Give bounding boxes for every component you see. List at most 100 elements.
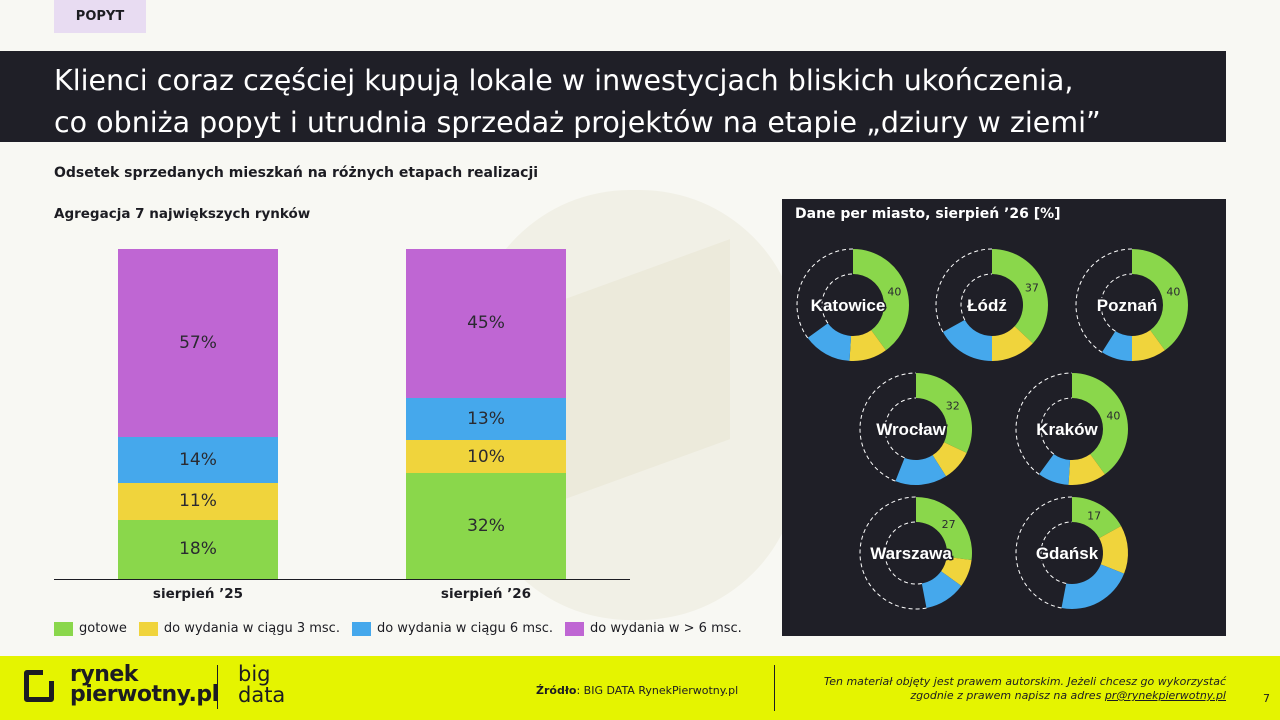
donut-remainder-outline xyxy=(884,521,922,585)
donut-remainder-outline xyxy=(859,496,927,610)
donut-Warszawa: 27 Warszawa xyxy=(859,496,972,610)
donut-remainder-outline xyxy=(1015,496,1073,609)
donut-slice-3 xyxy=(942,319,992,361)
source-text: : BIG DATA RynekPierwotny.pl xyxy=(576,684,739,697)
donut-remainder-outline xyxy=(1100,273,1133,332)
donut-remainder-outline xyxy=(935,248,993,333)
donut-remainder-outline xyxy=(960,273,993,321)
legend-item-1: gotowe xyxy=(54,621,127,636)
bar-segment-1-cat-1: 18% xyxy=(118,519,278,579)
donut-slice-3 xyxy=(895,455,947,485)
city-name-label: Wrocław xyxy=(876,420,946,439)
donut-value-label: 17 xyxy=(1087,510,1101,523)
donut-Łódź: 37 Łódź xyxy=(935,248,1048,361)
donut-slice-1 xyxy=(916,373,972,453)
bar-segment-3-cat-1: 14% xyxy=(118,437,278,484)
legend-swatch xyxy=(351,621,371,636)
donut-remainder-outline xyxy=(859,372,917,482)
donut-slice-1 xyxy=(1132,249,1188,351)
footer xyxy=(0,656,1280,720)
bar-segment-1-cat-2: 32% xyxy=(406,473,566,579)
donut-value-label: 40 xyxy=(887,286,901,299)
legend-swatch xyxy=(138,621,158,636)
donut-value-label: 27 xyxy=(942,518,956,531)
donut-remainder-outline xyxy=(1040,521,1073,584)
legend-item-2: do wydania w ciągu 3 msc. xyxy=(138,621,340,636)
donut-value-label: 37 xyxy=(1025,282,1039,295)
copyright-line-1: Ten materiał objęty jest prawem autorski… xyxy=(823,675,1226,688)
title-line-2: co obniża popyt i utrudnia sprzedaż proj… xyxy=(54,106,1101,139)
big-data-logo-line-1: big xyxy=(238,662,271,686)
donut-value-label: 40 xyxy=(1106,410,1120,423)
donut-remainder-outline xyxy=(1015,372,1073,475)
donut-slice-3 xyxy=(807,323,852,361)
section-tag: POPYT xyxy=(54,0,146,33)
donut-slice-2 xyxy=(992,326,1033,361)
donut-slice-2 xyxy=(1068,454,1105,485)
donut-Gdańsk: 17 Gdańsk xyxy=(1015,496,1128,609)
donut-slice-3 xyxy=(1039,454,1071,485)
city-name-label: Łódź xyxy=(967,296,1007,315)
donut-slice-2 xyxy=(1132,330,1165,361)
x-tick-label-2: sierpień ’26 xyxy=(440,586,532,602)
donut-remainder-outline xyxy=(796,248,854,339)
legend-item-4: do wydania w > 6 msc. xyxy=(565,621,742,636)
copyright-note: Ten materiał objęty jest prawem autorski… xyxy=(824,675,1226,703)
legend-label: gotowe xyxy=(79,621,127,636)
donut-slice-3 xyxy=(921,571,962,609)
x-axis-line xyxy=(54,579,630,580)
title-line-1: Klienci coraz częściej kupują lokale w i… xyxy=(54,64,1074,97)
donut-slice-1 xyxy=(916,497,972,561)
city-panel: Dane per miasto, sierpień ’26 [%] 40 Kato… xyxy=(782,199,1226,636)
donut-slice-2 xyxy=(941,556,972,586)
donut-slice-2 xyxy=(932,442,967,477)
bar-segment-4-cat-1: 57% xyxy=(118,249,278,438)
city-name-label: Poznań xyxy=(1097,296,1157,315)
donut-slice-2 xyxy=(1099,526,1128,574)
donut-slice-3 xyxy=(1101,331,1132,361)
legend-label: do wydania w > 6 msc. xyxy=(590,621,742,636)
chart-legend: gotowe do wydania w ciągu 3 msc. do wydani… xyxy=(54,621,754,636)
bar-segment-4-cat-2: 45% xyxy=(406,249,566,398)
donut-remainder-outline xyxy=(884,397,917,459)
footer-divider-2 xyxy=(774,665,775,711)
legend-item-3: do wydania w ciągu 6 msc. xyxy=(351,621,553,636)
donut-slice-1 xyxy=(1072,497,1122,539)
donut-remainder-outline xyxy=(1075,248,1133,353)
donut-value-label: 40 xyxy=(1166,286,1180,299)
bar-segment-2-cat-1: 11% xyxy=(118,483,278,520)
bar-segment-2-cat-2: 10% xyxy=(406,440,566,474)
donut-value-label: 32 xyxy=(946,400,960,413)
donut-remainder-outline xyxy=(1040,397,1073,455)
donut-slice-3 xyxy=(1061,564,1125,609)
donut-slice-2 xyxy=(849,330,886,361)
donut-Poznań: 40 Poznań xyxy=(1075,248,1188,361)
contact-email-link[interactable]: pr@rynekpierwotny.pl xyxy=(1104,689,1226,702)
brand-name-line-2: pierwotny.pl xyxy=(70,682,219,707)
bar-segment-3-cat-2: 13% xyxy=(406,397,566,441)
city-name-label: Gdańsk xyxy=(1036,544,1099,563)
source-label: Źródło xyxy=(536,684,577,697)
legend-label: do wydania w ciągu 3 msc. xyxy=(163,621,340,636)
footer-divider xyxy=(217,665,218,709)
city-name-label: Warszawa xyxy=(870,544,952,563)
city-panel-title: Dane per miasto, sierpień ’26 [%] xyxy=(795,206,1061,222)
page-title: Klienci coraz częściej kupują lokale w i… xyxy=(0,51,1226,142)
x-tick-label-1: sierpień ’25 xyxy=(152,586,244,602)
big-data-logo-line-2: data xyxy=(238,683,286,707)
rynekpierwotny-logo-icon xyxy=(24,669,55,702)
donut-Kraków: 40 Kraków xyxy=(1015,372,1128,485)
brand-name-line-1: rynek xyxy=(70,662,138,687)
donut-remainder-outline xyxy=(821,273,854,324)
legend-swatch xyxy=(54,621,73,636)
copyright-line-2: zgodnie z prawem napisz na adres pr@ryne… xyxy=(824,689,1226,703)
donut-slice-1 xyxy=(992,249,1048,344)
donut-slice-1 xyxy=(853,249,909,351)
city-name-label: Kraków xyxy=(1036,420,1098,439)
chart-subtitle: Odsetek sprzedanych mieszkań na różnych … xyxy=(54,165,539,181)
donut-slice-1 xyxy=(1072,373,1128,475)
legend-swatch xyxy=(565,621,585,636)
